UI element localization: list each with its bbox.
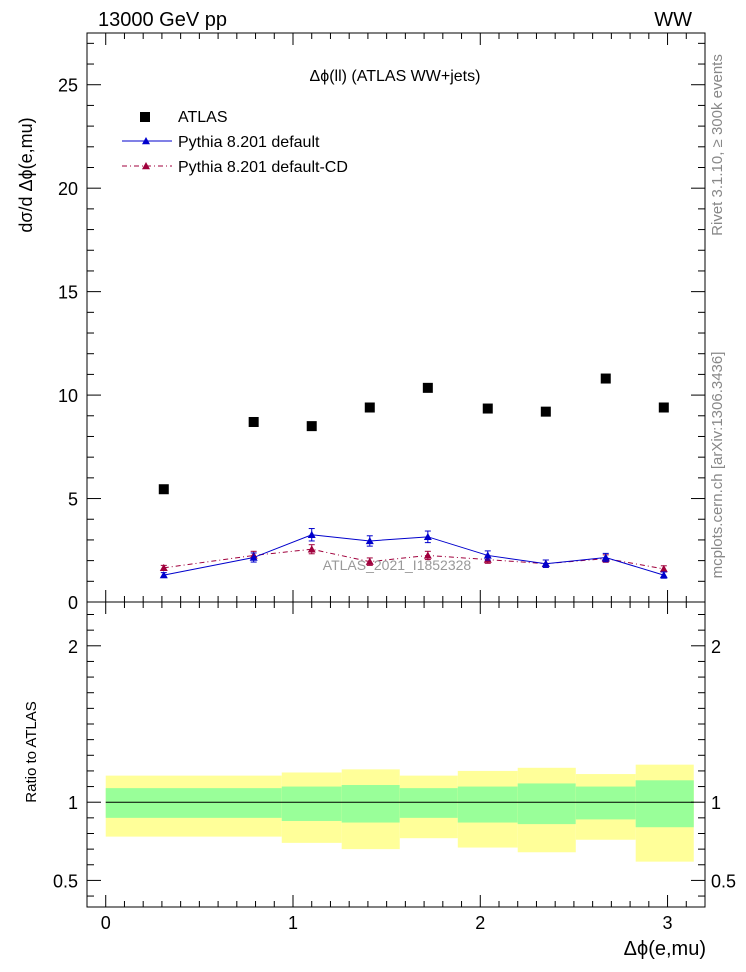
upper-ylabel: dσ/d Δϕ(e,mu) — [16, 117, 36, 232]
legend-label-pythia-default: Pythia 8.201 default — [178, 134, 320, 151]
lower-y-tick-label-right: 2 — [711, 637, 721, 657]
atlas-point — [482, 403, 493, 414]
upper-y-tick-label: 20 — [58, 179, 78, 199]
lower-frame — [86, 601, 706, 908]
legend-marker-pythia-cd — [142, 162, 150, 170]
pythia-default-point — [541, 559, 550, 567]
mcplots-side-label: mcplots.cern.ch [arXiv:1306.3436] — [709, 352, 726, 579]
pythia-cd-point — [659, 564, 668, 573]
legend-label-atlas: ATLAS — [178, 109, 228, 126]
lower-y-tick-label: 1 — [68, 793, 78, 813]
upper-y-tick-label: 5 — [68, 490, 78, 510]
atlas-point — [306, 421, 317, 432]
x-axis-label: Δϕ(e,mu) — [624, 938, 706, 960]
ratio-band-inner — [105, 788, 282, 818]
pythia-default-point — [659, 571, 668, 579]
pythia-default-point — [483, 551, 492, 559]
ratio-band-inner — [635, 780, 694, 828]
pythia-default-point — [365, 536, 374, 545]
pythia-cd-point — [423, 551, 432, 559]
lower-ylabel: Ratio to ATLAS — [23, 701, 40, 802]
upper-y-tick-label: 15 — [58, 283, 78, 303]
lower-y-tick-label: 2 — [68, 637, 78, 657]
atlas-point — [248, 416, 259, 427]
ratio-band-inner — [575, 786, 636, 820]
x-tick-label: 1 — [288, 913, 298, 933]
upper-y-tick-label: 25 — [58, 76, 78, 96]
header-left-label: 13000 GeV pp — [98, 9, 227, 31]
x-tick-label: 0 — [101, 913, 111, 933]
lower-y-tick-label-right: 1 — [711, 793, 721, 813]
x-tick-label: 2 — [475, 913, 485, 933]
ratio-band-inner — [399, 788, 458, 818]
pythia-cd-point — [159, 563, 168, 572]
lower-y-tick-label-right: 0.5 — [711, 871, 736, 891]
atlas-point — [600, 373, 611, 384]
lower-y-tick-label: 0.5 — [53, 871, 78, 891]
ratio-band-inner — [341, 785, 400, 823]
pythia-default-point — [601, 553, 610, 561]
upper-title: Δϕ(ll) (ATLAS WW+jets) — [310, 68, 481, 85]
atlas-point — [422, 382, 433, 393]
x-tick-label: 3 — [663, 913, 673, 933]
rivet-side-label: Rivet 3.1.10, ≥ 300k events — [709, 54, 726, 236]
pythia-default-point — [249, 553, 258, 561]
atlas-point — [364, 402, 375, 413]
ratio-band-inner — [457, 786, 518, 823]
header-right-label: WW — [654, 9, 692, 31]
atlas-point — [158, 484, 169, 495]
pythia-cd-point — [307, 545, 316, 553]
legend-marker-pythia-default — [142, 137, 150, 145]
watermark-label: ATLAS_2021_I1852328 — [323, 557, 472, 573]
upper-y-tick-label: 10 — [58, 386, 78, 406]
legend-label-pythia-cd: Pythia 8.201 default-CD — [178, 159, 348, 176]
ratio-band-inner — [281, 786, 342, 821]
upper-y-tick-label: 0 — [68, 593, 78, 613]
pythia-cd-point — [365, 557, 374, 565]
legend-marker-atlas — [140, 112, 150, 122]
pythia-default-point — [307, 530, 316, 538]
pythia-default-point — [159, 571, 168, 579]
atlas-point — [540, 406, 551, 417]
ratio-band-inner — [517, 783, 576, 825]
pythia-default-point — [423, 532, 432, 541]
atlas-point — [658, 402, 669, 413]
